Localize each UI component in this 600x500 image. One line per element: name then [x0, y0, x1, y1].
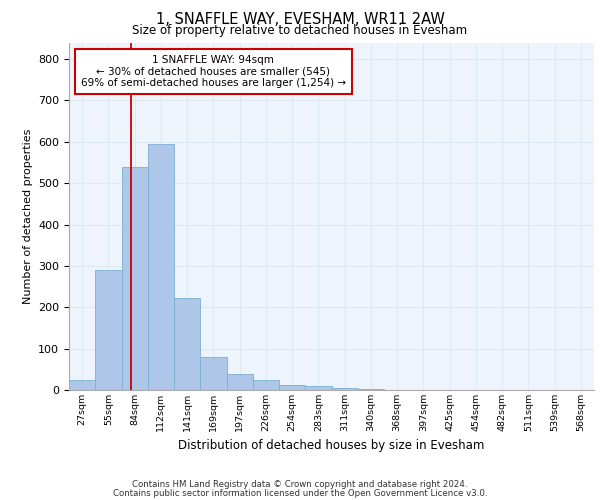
- Bar: [148, 144, 174, 390]
- Bar: [305, 386, 331, 390]
- Bar: [227, 374, 253, 390]
- Y-axis label: Number of detached properties: Number of detached properties: [23, 128, 32, 304]
- Bar: [331, 388, 358, 390]
- Bar: [121, 166, 148, 390]
- Bar: [253, 380, 279, 390]
- Bar: [200, 357, 227, 390]
- Bar: [279, 384, 305, 390]
- Bar: [95, 270, 121, 390]
- Bar: [358, 389, 384, 390]
- Text: 1, SNAFFLE WAY, EVESHAM, WR11 2AW: 1, SNAFFLE WAY, EVESHAM, WR11 2AW: [155, 12, 445, 28]
- Text: Contains public sector information licensed under the Open Government Licence v3: Contains public sector information licen…: [113, 488, 487, 498]
- Text: Contains HM Land Registry data © Crown copyright and database right 2024.: Contains HM Land Registry data © Crown c…: [132, 480, 468, 489]
- Text: 1 SNAFFLE WAY: 94sqm
← 30% of detached houses are smaller (545)
69% of semi-deta: 1 SNAFFLE WAY: 94sqm ← 30% of detached h…: [81, 55, 346, 88]
- Bar: [69, 380, 95, 390]
- X-axis label: Distribution of detached houses by size in Evesham: Distribution of detached houses by size …: [178, 440, 485, 452]
- Text: Size of property relative to detached houses in Evesham: Size of property relative to detached ho…: [133, 24, 467, 37]
- Bar: [174, 298, 200, 390]
